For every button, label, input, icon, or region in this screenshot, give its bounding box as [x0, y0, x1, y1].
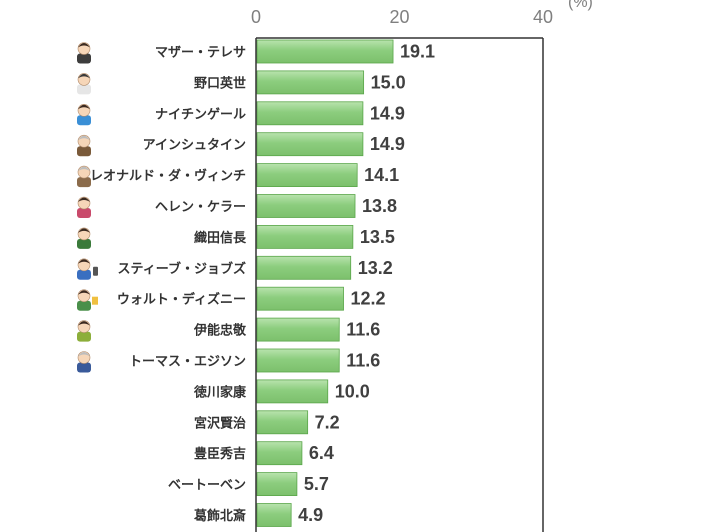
inventor-icon	[77, 351, 91, 373]
doctor-icon	[77, 73, 91, 95]
bar	[256, 379, 329, 404]
category-label: ベートーベン	[168, 478, 246, 493]
person-icons	[77, 42, 98, 373]
bar	[256, 132, 364, 157]
category-label: 野口英世	[194, 75, 246, 91]
category-label: アインシュタイン	[143, 138, 246, 153]
bars	[256, 39, 394, 527]
surveyor-icon	[77, 320, 91, 342]
value-label: 7.2	[315, 412, 340, 432]
value-label: 12.2	[351, 289, 386, 309]
plot-frame	[255, 37, 544, 532]
value-label: 6.4	[309, 443, 334, 463]
businessman-icon	[77, 258, 98, 280]
category-labels: マザー・テレサ野口英世ナイチンゲールアインシュタインレオナルド・ダ・ヴィンチヘレ…	[90, 46, 247, 525]
category-label: ウォルト・ディズニー	[117, 292, 246, 308]
value-label: 11.6	[346, 351, 380, 371]
category-label: 伊能忠敬	[193, 323, 247, 339]
value-label: 19.1	[400, 42, 435, 62]
unit-label: (%)	[568, 0, 593, 11]
category-label: 織田信長	[194, 230, 247, 246]
value-label: 13.5	[360, 227, 395, 247]
bar	[256, 70, 365, 95]
x-tick-label: 0	[251, 7, 261, 27]
woman-icon	[77, 196, 91, 218]
value-label: 11.6	[346, 320, 380, 340]
x-axis-ticks: 0 20 40	[251, 7, 553, 27]
nun-icon	[77, 42, 91, 64]
bar	[256, 317, 340, 342]
value-labels: 19.1 15.0 14.9 14.9 14.1 13.8 13.5 13.2 12.2 11.6…	[298, 42, 435, 526]
scientist-icon	[77, 134, 91, 157]
bar	[256, 348, 340, 373]
value-label: 13.8	[362, 196, 397, 216]
value-label: 15.0	[371, 72, 406, 92]
x-tick-label: 20	[389, 7, 409, 27]
bar	[256, 410, 309, 435]
bar	[256, 224, 354, 249]
category-label: 葛飾北斎	[193, 508, 246, 524]
value-label: 14.9	[370, 103, 405, 123]
bar	[256, 101, 364, 126]
value-label: 10.0	[335, 381, 370, 401]
category-label: ナイチンゲール	[155, 106, 246, 122]
value-label: 13.2	[358, 258, 393, 278]
category-label: 豊臣秀吉	[194, 446, 246, 462]
category-label: トーマス・エジソン	[129, 355, 246, 370]
x-tick-label: 40	[533, 7, 553, 27]
category-label: マザー・テレサ	[155, 46, 246, 61]
bar	[256, 503, 292, 527]
castle-icon	[77, 289, 98, 311]
category-label: レオナルド・ダ・ヴィンチ	[90, 168, 246, 184]
bar	[256, 472, 298, 497]
bar	[256, 255, 352, 280]
value-label: 14.9	[370, 134, 405, 154]
category-label: スティーブ・ジョブズ	[118, 261, 246, 277]
value-label: 5.7	[304, 474, 329, 494]
category-label: 宮沢賢治	[194, 415, 246, 431]
value-label: 4.9	[298, 505, 323, 525]
category-label: ヘレン・ケラー	[155, 200, 246, 215]
nurse-icon	[77, 104, 91, 126]
bar	[256, 163, 358, 188]
samurai-icon	[77, 227, 91, 249]
category-label: 徳川家康	[193, 384, 247, 400]
bar	[256, 39, 394, 64]
painter-icon	[77, 165, 91, 188]
bar	[256, 441, 303, 466]
value-label: 14.1	[364, 165, 399, 185]
bar	[256, 286, 344, 311]
bar	[256, 194, 356, 218]
